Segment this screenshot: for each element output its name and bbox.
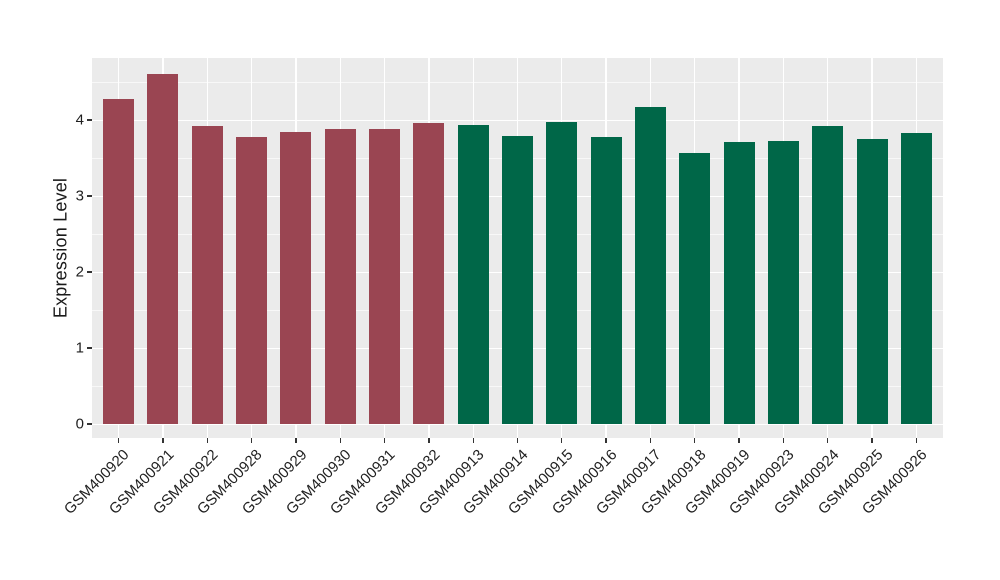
bar-GSM400914	[502, 135, 533, 424]
x-tick-mark	[782, 438, 785, 443]
bar-GSM400926	[900, 132, 932, 424]
y-tick-label: 4	[75, 111, 84, 129]
y-tick-mark	[87, 271, 92, 273]
bar-GSM400931	[369, 129, 401, 424]
x-tick-mark	[339, 438, 341, 443]
bar-GSM400920	[103, 98, 135, 424]
bar-GSM400929	[280, 132, 312, 424]
bar-GSM400930	[324, 129, 356, 424]
x-tick-mark	[871, 438, 873, 443]
x-tick-mark	[162, 438, 164, 443]
bar-GSM400924	[812, 126, 844, 424]
bar-GSM400913	[457, 124, 489, 424]
x-tick-mark	[428, 438, 430, 443]
x-tick-mark	[383, 438, 386, 443]
bar-GSM400917	[634, 107, 666, 424]
x-tick-mark	[472, 438, 474, 443]
x-tick-mark	[694, 438, 696, 443]
bar-GSM400919	[723, 142, 755, 424]
bar-GSM400922	[191, 126, 223, 424]
bar-GSM400921	[147, 73, 179, 424]
plot-panel	[92, 58, 943, 438]
x-tick-mark	[827, 438, 829, 443]
x-tick-mark	[250, 438, 253, 443]
bar-GSM400925	[856, 139, 888, 425]
x-tick-mark	[117, 438, 120, 443]
bar-GSM400915	[546, 122, 578, 424]
x-tick-mark	[516, 438, 519, 443]
x-tick-mark	[738, 438, 740, 443]
y-tick-label: 3	[75, 187, 84, 205]
x-tick-mark	[649, 438, 652, 443]
x-tick-mark	[295, 438, 297, 443]
x-tick-mark	[206, 438, 208, 443]
y-tick-label: 2	[75, 263, 84, 281]
x-tick-mark	[561, 438, 563, 443]
x-tick-mark	[915, 438, 918, 443]
y-tick-label: 0	[75, 415, 84, 433]
bar-GSM400916	[590, 137, 622, 424]
bar-GSM400918	[679, 153, 711, 424]
bar-GSM400928	[236, 136, 268, 424]
y-tick-mark	[87, 347, 92, 349]
bar-GSM400923	[767, 140, 799, 424]
y-tick-mark	[87, 195, 92, 197]
bar-GSM400932	[413, 123, 445, 424]
y-tick-mark	[87, 119, 92, 121]
y-tick-mark	[87, 423, 92, 425]
y-tick-label: 1	[75, 339, 84, 357]
x-tick-mark	[605, 438, 607, 443]
